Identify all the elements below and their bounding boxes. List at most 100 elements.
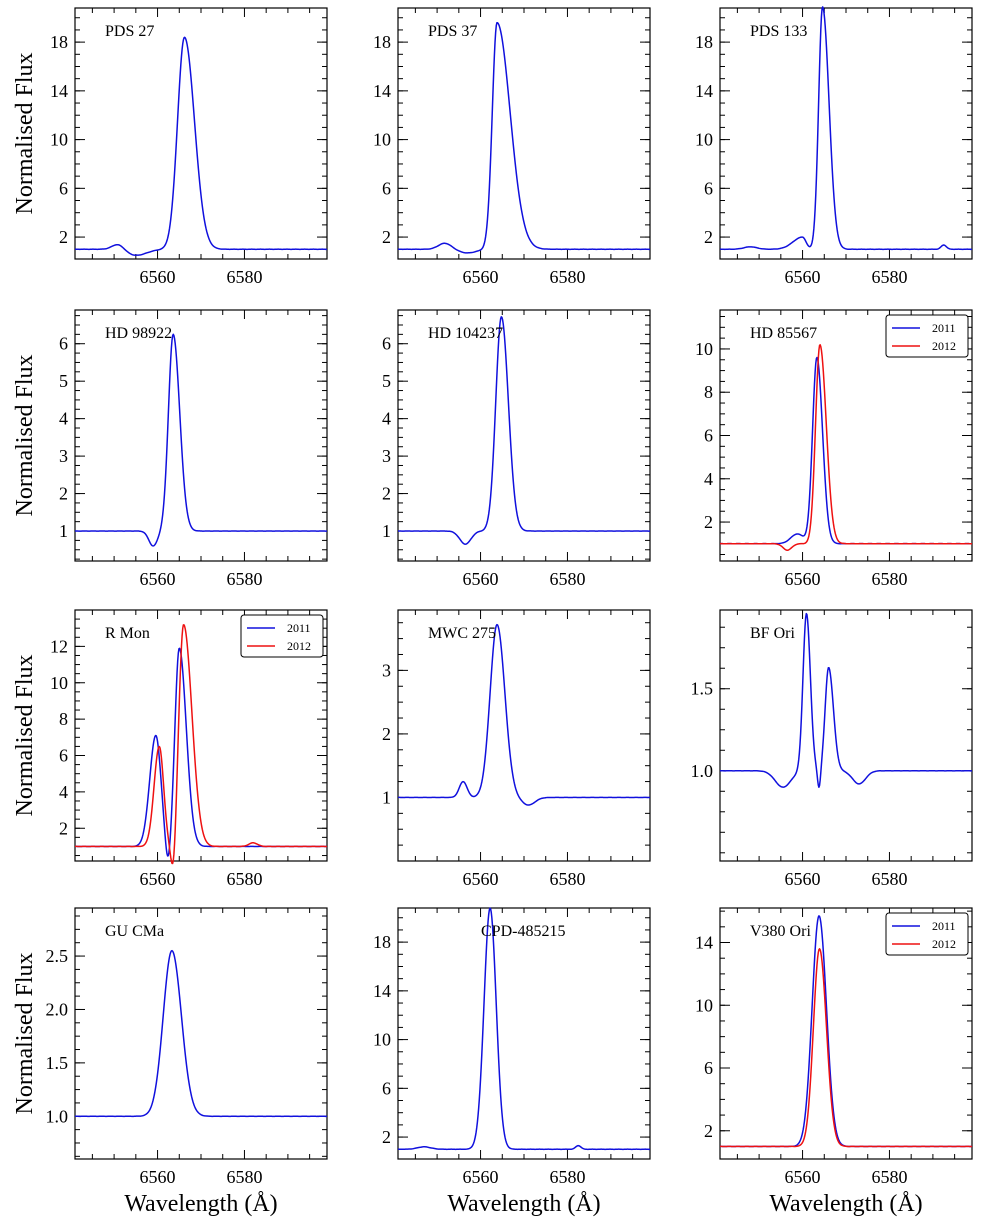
x-tick-label: 6560 — [785, 267, 821, 287]
x-tick-label: 6580 — [549, 869, 585, 889]
y-tick-label: 10 — [373, 1030, 391, 1050]
y-tick-label: 4 — [59, 782, 68, 802]
y-tick-label: 6 — [704, 426, 713, 446]
series-line-2011 — [74, 333, 328, 547]
legend-label-2012: 2012 — [932, 937, 956, 951]
x-tick-label: 6580 — [226, 569, 262, 589]
panel-frame-10 — [74, 907, 328, 1160]
y-tick-label: 4 — [59, 409, 68, 429]
y-tick-label: 6 — [382, 334, 391, 354]
x-tick-label: 6560 — [463, 569, 499, 589]
panel-frame-9 — [719, 609, 973, 862]
y-tick-label: 2 — [704, 512, 713, 532]
panel-frame-4 — [74, 309, 328, 562]
x-tick-label: 6580 — [549, 267, 585, 287]
y-axis-label: Normalised Flux — [12, 53, 38, 215]
y-tick-label: 6 — [59, 334, 68, 354]
series-line-2011 — [397, 907, 651, 1151]
y-tick-label: 6 — [382, 178, 391, 198]
x-tick-label: 6560 — [785, 869, 821, 889]
x-axis-label: Wavelength (Å) — [769, 1191, 922, 1217]
y-tick-label: 14 — [50, 81, 68, 101]
y-tick-label: 4 — [704, 469, 713, 489]
panel-title: HD 98922 — [105, 325, 172, 342]
panel-frame-11 — [397, 907, 651, 1160]
y-tick-label: 2 — [382, 484, 391, 504]
panel-title: BF Ori — [750, 625, 795, 642]
y-axis-label: Normalised Flux — [12, 953, 38, 1115]
y-tick-label: 5 — [59, 371, 68, 391]
y-tick-label: 3 — [382, 446, 391, 466]
y-tick-label: 2.5 — [46, 946, 69, 966]
panel-title: HD 104237 — [428, 325, 503, 342]
series-line-2011 — [719, 6, 973, 251]
x-tick-label: 6560 — [785, 569, 821, 589]
x-tick-label: 6560 — [140, 1167, 176, 1187]
y-tick-label: 1.0 — [46, 1106, 69, 1126]
y-tick-label: 1 — [59, 521, 68, 541]
x-tick-label: 6580 — [871, 1167, 907, 1187]
y-tick-label: 14 — [695, 933, 713, 953]
y-tick-label: 12 — [50, 636, 68, 656]
y-tick-label: 1.5 — [691, 679, 714, 699]
y-tick-label: 6 — [59, 746, 68, 766]
y-tick-label: 10 — [695, 130, 713, 150]
x-tick-label: 6560 — [463, 267, 499, 287]
y-axis-label: Normalised Flux — [12, 355, 38, 517]
legend-label-2011: 2011 — [932, 919, 956, 933]
panel-title: R Mon — [105, 625, 150, 642]
panel-frame-3 — [719, 7, 973, 260]
legend-label-2011: 2011 — [932, 321, 956, 335]
y-tick-label: 6 — [382, 1078, 391, 1098]
series-line-2011 — [719, 356, 973, 545]
y-tick-label: 6 — [704, 1058, 713, 1078]
panel-title: PDS 133 — [750, 23, 807, 40]
x-tick-label: 6580 — [226, 267, 262, 287]
x-tick-label: 6580 — [549, 1167, 585, 1187]
panel-title: PDS 37 — [428, 23, 477, 40]
x-tick-label: 6580 — [871, 569, 907, 589]
y-tick-label: 6 — [59, 178, 68, 198]
y-tick-label: 18 — [50, 32, 68, 52]
series-line-2011 — [397, 316, 651, 545]
panel-title: PDS 27 — [105, 23, 154, 40]
y-tick-label: 2 — [382, 227, 391, 247]
y-tick-label: 8 — [59, 709, 68, 729]
x-tick-label: 6580 — [549, 569, 585, 589]
panel-title: CPD-485215 — [481, 923, 565, 940]
y-tick-label: 1.0 — [691, 761, 714, 781]
x-tick-label: 6580 — [871, 267, 907, 287]
x-tick-label: 6580 — [871, 869, 907, 889]
y-tick-label: 1.5 — [46, 1053, 69, 1073]
panel-frame-1 — [74, 7, 328, 260]
y-tick-label: 1 — [382, 787, 391, 807]
panel-title: MWC 275 — [428, 625, 496, 642]
panel-title: V380 Ori — [750, 923, 811, 940]
x-axis-label: Wavelength (Å) — [447, 1191, 600, 1217]
series-line-2012 — [719, 344, 973, 551]
y-tick-label: 18 — [373, 932, 391, 952]
panel-frame-8 — [397, 609, 651, 862]
y-tick-label: 5 — [382, 371, 391, 391]
y-tick-label: 2 — [704, 1121, 713, 1141]
x-axis-label: Wavelength (Å) — [124, 1191, 277, 1217]
y-tick-label: 3 — [382, 660, 391, 680]
series-line-2011 — [397, 623, 651, 806]
series-line-2011 — [397, 21, 651, 254]
y-tick-label: 14 — [695, 81, 713, 101]
x-tick-label: 6580 — [226, 869, 262, 889]
series-line-2012 — [74, 624, 328, 865]
y-tick-label: 2 — [59, 818, 68, 838]
legend-label-2011: 2011 — [287, 621, 311, 635]
y-tick-label: 2 — [59, 484, 68, 504]
y-tick-label: 2 — [382, 1127, 391, 1147]
x-tick-label: 6560 — [140, 869, 176, 889]
series-line-2012 — [719, 948, 973, 1148]
legend-label-2012: 2012 — [932, 339, 956, 353]
y-tick-label: 10 — [695, 339, 713, 359]
y-tick-label: 14 — [373, 81, 391, 101]
panel-title: GU CMa — [105, 923, 164, 940]
series-line-2011 — [719, 612, 973, 788]
x-tick-label: 6560 — [463, 869, 499, 889]
